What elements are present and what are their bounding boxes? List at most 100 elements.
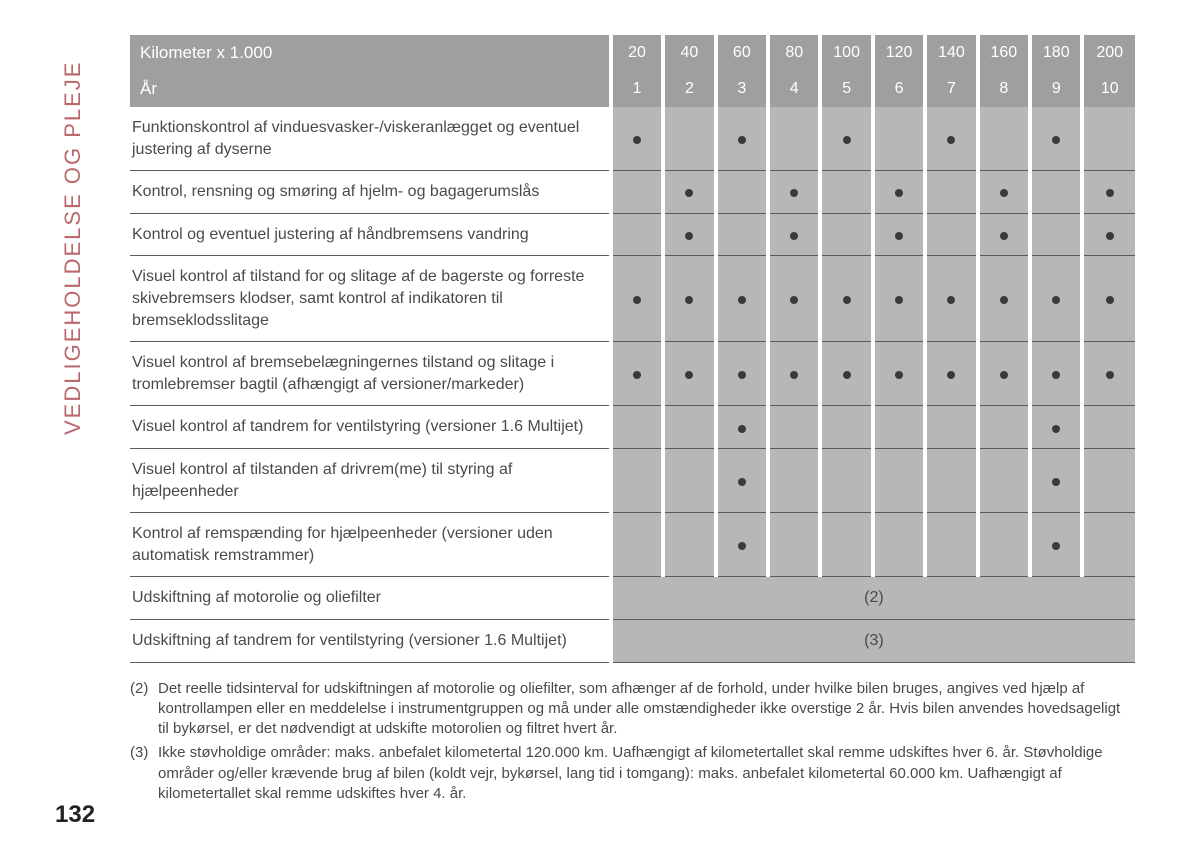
- mark-cell: [1082, 342, 1135, 406]
- mark-cell: [663, 513, 715, 577]
- table-header-row: År12345678910: [130, 71, 1135, 107]
- dot-icon: [1052, 478, 1060, 486]
- dot-icon: [1000, 232, 1008, 240]
- mark-cell: [978, 171, 1030, 214]
- header-value: 4: [768, 71, 820, 107]
- dot-icon: [1106, 296, 1114, 304]
- dot-icon: [947, 371, 955, 379]
- mark-cell: [820, 513, 872, 577]
- mark-cell: [1082, 107, 1135, 171]
- mark-cell: [768, 342, 820, 406]
- dot-icon: [1106, 189, 1114, 197]
- mark-cell: [925, 213, 977, 256]
- header-value: 1: [611, 71, 663, 107]
- header-value: 200: [1082, 35, 1135, 71]
- header-value: 9: [1030, 71, 1082, 107]
- footnote-text: Det reelle tidsinterval for udskiftninge…: [158, 679, 1135, 740]
- row-description: Kontrol af remspænding for hjælpeenheder…: [130, 513, 611, 577]
- maintenance-table: Kilometer x 1.00020406080100120140160180…: [130, 35, 1135, 663]
- header-value: 60: [716, 35, 768, 71]
- dot-icon: [1106, 232, 1114, 240]
- dot-icon: [895, 232, 903, 240]
- mark-cell: [1030, 342, 1082, 406]
- mark-cell: [1082, 171, 1135, 214]
- mark-cell: [820, 213, 872, 256]
- mark-cell: [768, 213, 820, 256]
- header-value: 8: [978, 71, 1030, 107]
- row-description: Kontrol, rensning og smøring af hjelm- o…: [130, 171, 611, 214]
- dot-icon: [633, 296, 641, 304]
- mark-cell: [663, 213, 715, 256]
- mark-cell: [978, 256, 1030, 342]
- header-value: 3: [716, 71, 768, 107]
- mark-cell: [611, 513, 663, 577]
- mark-cell: [716, 448, 768, 512]
- maintenance-table-wrapper: Kilometer x 1.00020406080100120140160180…: [130, 35, 1135, 808]
- dot-icon: [1052, 371, 1060, 379]
- mark-cell: [978, 213, 1030, 256]
- mark-cell: [663, 448, 715, 512]
- mark-cell: [716, 107, 768, 171]
- header-value: 140: [925, 35, 977, 71]
- mark-cell: [1082, 256, 1135, 342]
- dot-icon: [895, 296, 903, 304]
- mark-cell: [768, 406, 820, 449]
- mark-cell: [1082, 406, 1135, 449]
- row-description: Visuel kontrol af tilstanden af drivrem(…: [130, 448, 611, 512]
- row-span-note: (2): [611, 577, 1135, 620]
- row-description: Visuel kontrol af tandrem for ventilstyr…: [130, 406, 611, 449]
- dot-icon: [790, 232, 798, 240]
- table-row: Visuel kontrol af tandrem for ventilstyr…: [130, 406, 1135, 449]
- table-row: Udskiftning af tandrem for ventilstyring…: [130, 619, 1135, 662]
- mark-cell: [1082, 213, 1135, 256]
- table-row: Visuel kontrol af tilstand for og slitag…: [130, 256, 1135, 342]
- mark-cell: [925, 448, 977, 512]
- mark-cell: [1030, 513, 1082, 577]
- header-value: 7: [925, 71, 977, 107]
- mark-cell: [925, 513, 977, 577]
- mark-cell: [820, 107, 872, 171]
- dot-icon: [843, 296, 851, 304]
- header-value: 20: [611, 35, 663, 71]
- mark-cell: [611, 448, 663, 512]
- row-span-note: (3): [611, 619, 1135, 662]
- mark-cell: [716, 256, 768, 342]
- header-value: 120: [873, 35, 925, 71]
- mark-cell: [1030, 171, 1082, 214]
- dot-icon: [1000, 296, 1008, 304]
- mark-cell: [1082, 448, 1135, 512]
- dot-icon: [947, 296, 955, 304]
- header-label: År: [130, 71, 611, 107]
- dot-icon: [738, 478, 746, 486]
- mark-cell: [873, 107, 925, 171]
- dot-icon: [633, 371, 641, 379]
- mark-cell: [820, 171, 872, 214]
- mark-cell: [873, 213, 925, 256]
- footnote-marker: (2): [130, 679, 158, 740]
- table-row: Kontrol af remspænding for hjælpeenheder…: [130, 513, 1135, 577]
- dot-icon: [738, 371, 746, 379]
- mark-cell: [768, 256, 820, 342]
- mark-cell: [925, 107, 977, 171]
- header-value: 180: [1030, 35, 1082, 71]
- dot-icon: [685, 232, 693, 240]
- mark-cell: [820, 406, 872, 449]
- mark-cell: [925, 256, 977, 342]
- header-value: 100: [820, 35, 872, 71]
- footnote-text: Ikke støvholdige områder: maks. anbefale…: [158, 743, 1135, 804]
- mark-cell: [611, 213, 663, 256]
- mark-cell: [978, 448, 1030, 512]
- table-header: Kilometer x 1.00020406080100120140160180…: [130, 35, 1135, 107]
- row-description: Udskiftning af tandrem for ventilstyring…: [130, 619, 611, 662]
- header-value: 80: [768, 35, 820, 71]
- mark-cell: [873, 513, 925, 577]
- row-description: Funktionskontrol af vinduesvasker-/viske…: [130, 107, 611, 171]
- mark-cell: [873, 342, 925, 406]
- mark-cell: [716, 171, 768, 214]
- table-row: Udskiftning af motorolie og oliefilter(2…: [130, 577, 1135, 620]
- mark-cell: [925, 406, 977, 449]
- mark-cell: [716, 513, 768, 577]
- row-description: Kontrol og eventuel justering af håndbre…: [130, 213, 611, 256]
- header-value: 2: [663, 71, 715, 107]
- dot-icon: [895, 371, 903, 379]
